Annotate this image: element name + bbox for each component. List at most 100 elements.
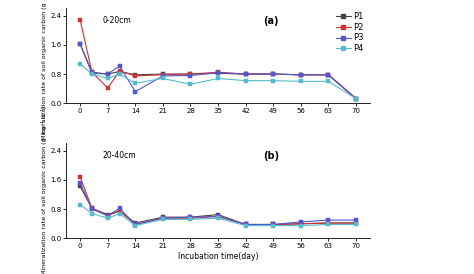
P4 — [243, 79, 248, 82]
P4 — [117, 212, 122, 215]
P2 — [188, 72, 193, 76]
P2 — [353, 221, 359, 225]
X-axis label: Incubation time(day): Incubation time(day) — [178, 252, 258, 261]
Text: 20-40cm: 20-40cm — [103, 151, 137, 160]
P3 — [298, 73, 304, 76]
P4 — [353, 97, 359, 100]
P2 — [117, 70, 122, 73]
P1 — [298, 222, 304, 226]
P3 — [215, 215, 221, 218]
Line: P2: P2 — [78, 18, 358, 100]
P4 — [326, 223, 331, 226]
P2 — [270, 72, 276, 76]
P1 — [298, 73, 304, 76]
P3 — [117, 64, 122, 68]
P1 — [353, 97, 359, 100]
P4 — [326, 80, 331, 83]
Line: P4: P4 — [78, 62, 358, 100]
P1 — [188, 72, 193, 76]
P3 — [105, 72, 110, 76]
P1 — [326, 73, 331, 76]
P1 — [270, 72, 276, 76]
P2 — [105, 214, 110, 217]
P3 — [160, 74, 166, 78]
P3 — [77, 181, 83, 184]
P4 — [132, 224, 138, 227]
Line: P2: P2 — [78, 175, 358, 226]
P4 — [105, 217, 110, 220]
P3 — [132, 90, 138, 93]
P4 — [270, 79, 276, 82]
P4 — [188, 83, 193, 86]
P2 — [243, 223, 248, 226]
P4 — [160, 77, 166, 80]
P2 — [160, 73, 166, 76]
P4 — [270, 224, 276, 227]
P2 — [243, 72, 248, 76]
Line: P1: P1 — [78, 42, 358, 100]
P2 — [105, 86, 110, 90]
P4 — [298, 224, 304, 227]
P1 — [132, 73, 138, 76]
P1 — [77, 42, 83, 46]
P2 — [132, 74, 138, 78]
P2 — [117, 209, 122, 213]
P2 — [326, 73, 331, 76]
P4 — [215, 217, 221, 220]
P4 — [160, 218, 166, 221]
P2 — [215, 71, 221, 74]
P4 — [298, 80, 304, 83]
P3 — [270, 223, 276, 226]
P2 — [298, 73, 304, 76]
P3 — [326, 73, 331, 76]
P2 — [188, 217, 193, 220]
P4 — [215, 77, 221, 80]
P2 — [215, 215, 221, 218]
P3 — [326, 218, 331, 222]
P1 — [89, 71, 95, 74]
P4 — [243, 224, 248, 227]
P1 — [105, 213, 110, 216]
P2 — [326, 221, 331, 225]
P4 — [89, 212, 95, 215]
P1 — [132, 221, 138, 225]
P3 — [160, 217, 166, 220]
P2 — [298, 222, 304, 226]
P2 — [160, 217, 166, 220]
Text: (a): (a) — [264, 16, 279, 26]
P3 — [270, 72, 276, 76]
P1 — [326, 221, 331, 225]
P3 — [298, 220, 304, 224]
P3 — [353, 97, 359, 100]
P1 — [105, 72, 110, 76]
P1 — [117, 70, 122, 73]
P4 — [89, 72, 95, 76]
P3 — [89, 207, 95, 211]
P3 — [117, 207, 122, 210]
P1 — [77, 185, 83, 188]
P3 — [215, 71, 221, 74]
Legend: P1, P2, P3, P4: P1, P2, P3, P4 — [334, 10, 365, 55]
P2 — [77, 175, 83, 179]
P3 — [89, 72, 95, 75]
Text: 0-20cm: 0-20cm — [103, 16, 131, 25]
P1 — [89, 207, 95, 210]
P4 — [353, 223, 359, 226]
P2 — [270, 223, 276, 226]
P1 — [160, 72, 166, 76]
P2 — [77, 18, 83, 22]
P3 — [353, 218, 359, 222]
P1 — [117, 209, 122, 213]
Line: P1: P1 — [78, 185, 358, 226]
P3 — [243, 72, 248, 76]
P4 — [77, 203, 83, 206]
P4 — [117, 72, 122, 76]
P2 — [89, 71, 95, 74]
P1 — [215, 72, 221, 75]
P2 — [132, 223, 138, 226]
P3 — [188, 216, 193, 219]
P3 — [243, 223, 248, 226]
P1 — [243, 223, 248, 226]
P1 — [160, 216, 166, 219]
Y-axis label: Mineralization rate of soil organic carbon (g  kg⁻¹ d⁻¹): Mineralization rate of soil organic carb… — [41, 106, 47, 274]
